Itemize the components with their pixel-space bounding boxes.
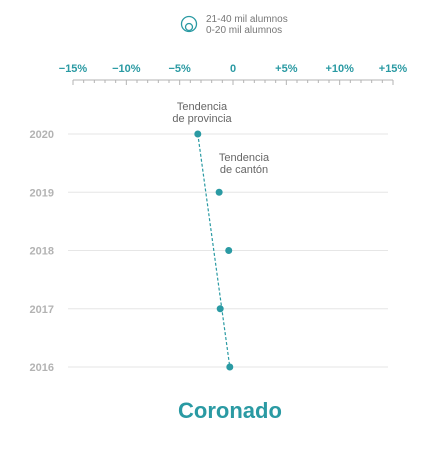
x-tick-label: +5% bbox=[275, 63, 298, 75]
data-point bbox=[216, 305, 224, 313]
legend-circle-large-icon bbox=[180, 15, 198, 33]
trend-line bbox=[197, 133, 231, 368]
year-label: 2017 bbox=[30, 304, 54, 316]
annotation-province: Tendencia bbox=[177, 101, 228, 113]
year-label: 2018 bbox=[30, 246, 54, 258]
legend-circle-small-icon bbox=[184, 22, 194, 32]
chart-title: Coronado bbox=[178, 398, 282, 423]
x-tick-label: +15% bbox=[379, 63, 408, 75]
x-tick-label: −10% bbox=[112, 63, 141, 75]
annotation-province: de provincia bbox=[172, 113, 232, 125]
legend-label-small: 0-20 mil alumnos bbox=[206, 25, 282, 36]
data-point bbox=[194, 130, 202, 138]
data-point bbox=[225, 247, 233, 254]
x-tick-label: −15% bbox=[59, 63, 88, 75]
data-point bbox=[226, 363, 234, 371]
legend-label-large: 21-40 mil alumnos bbox=[206, 14, 288, 25]
x-tick-label: 0 bbox=[230, 63, 236, 75]
year-label: 2020 bbox=[30, 129, 54, 141]
year-rows: 2020 2019 2018 2017 2016 bbox=[30, 129, 388, 374]
annotation-canton: de cantón bbox=[220, 164, 268, 176]
legend: 21-40 mil alumnos 0-20 mil alumnos bbox=[180, 14, 288, 36]
year-label: 2016 bbox=[30, 362, 54, 374]
year-label: 2019 bbox=[30, 187, 54, 199]
x-tick-label: −5% bbox=[169, 63, 192, 75]
data-points bbox=[194, 130, 234, 371]
data-point bbox=[215, 188, 223, 196]
annotation-canton: Tendencia bbox=[219, 152, 270, 164]
x-tick-label: +10% bbox=[325, 63, 354, 75]
x-axis: −15% −10% −5% 0 +5% +10% +15% bbox=[59, 63, 408, 85]
